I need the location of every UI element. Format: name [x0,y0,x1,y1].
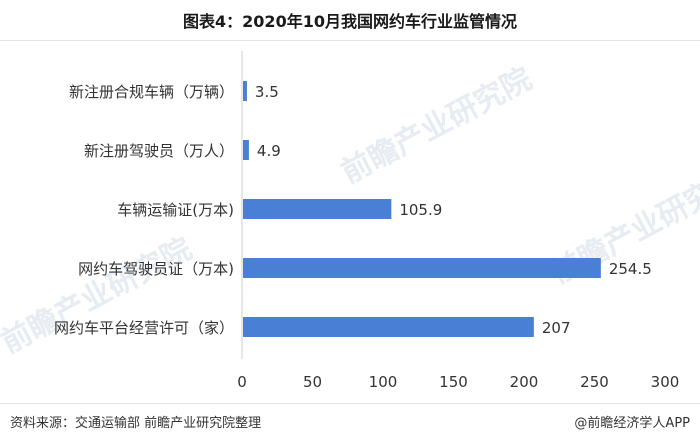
bar [243,81,247,101]
category-label: 车辆运输证(万本) [117,201,234,219]
x-tick-label: 200 [510,373,539,391]
category-label: 新注册合规车辆（万辆） [69,83,234,101]
category-label: 新注册驾驶员（万人） [84,142,234,160]
x-tick-label: 250 [580,373,609,391]
chart-frame: 前瞻产业研究院 前瞻产业研究院 前瞻产业研究院 新注册合规车辆（万辆） 3.5 新注… [0,40,700,404]
bar [243,199,392,219]
bar [243,140,249,160]
bar [243,317,534,337]
category-label: 网约车驾驶员证（万本) [78,260,234,278]
bar [243,258,601,278]
x-tick-label: 100 [369,373,398,391]
data-label: 207 [542,319,571,337]
data-label: 105.9 [399,201,442,219]
bar-chart: 新注册合规车辆（万辆） 3.5 新注册驾驶员（万人） 4.9 车辆运输证(万本) 105.… [54,51,680,391]
data-label: 4.9 [257,142,281,160]
brand-credit: @前瞻经济学人APP [574,416,690,431]
x-tick-label: 50 [303,373,322,391]
chart-title: 图表4：2020年10月我国网约车行业监管情况 [183,12,517,31]
source-note: 资料来源：交通运输部 前瞻产业研究院整理 [10,416,262,431]
x-tick-label: 300 [651,373,680,391]
category-label: 网约车平台经营许可（家） [54,319,234,337]
x-tick-label: 0 [237,373,247,391]
x-tick-label: 150 [439,373,468,391]
data-label: 3.5 [255,83,279,101]
data-label: 254.5 [609,260,652,278]
